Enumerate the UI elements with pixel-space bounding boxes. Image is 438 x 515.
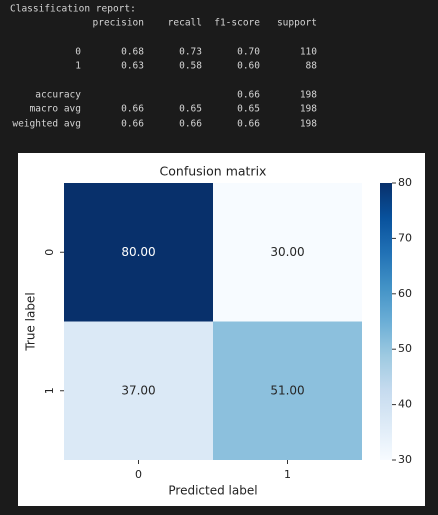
- cell-label: 80.00: [121, 245, 155, 259]
- colorbar-tick-label: 70: [398, 231, 412, 244]
- report-cell: 88: [306, 61, 318, 72]
- report-header: recall: [168, 18, 202, 29]
- cell-label: 37.00: [121, 383, 155, 397]
- report-cell: 0.65: [179, 104, 202, 115]
- heatmap-cell: [64, 183, 213, 322]
- x-tick-label: 1: [284, 468, 291, 481]
- colorbar-tick-label: 40: [398, 398, 412, 411]
- report-cell: 198: [300, 104, 317, 115]
- chart-title: Confusion matrix: [160, 164, 267, 179]
- y-axis-label: True label: [24, 292, 38, 351]
- report-cell: 198: [300, 90, 317, 101]
- report-cell: 0.68: [121, 47, 144, 58]
- report-cell: 0.66: [179, 119, 202, 130]
- colorbar: [380, 183, 392, 460]
- report-cell: 0.65: [237, 104, 260, 115]
- heatmap-cell: [64, 321, 213, 460]
- report-row-label: accuracy: [35, 90, 81, 101]
- colorbar-tick-label: 30: [398, 453, 412, 466]
- report-cell: 0.60: [237, 61, 260, 72]
- cell-label: 30.00: [270, 245, 304, 259]
- x-axis-label: Predicted label: [168, 484, 257, 498]
- report-cell: 0.66: [237, 90, 260, 101]
- report-header: support: [277, 18, 317, 29]
- report-cell: 0.73: [179, 47, 202, 58]
- colorbar-tick-label: 80: [398, 176, 412, 189]
- report-row-label: weighted avg: [12, 119, 81, 130]
- report-cell: 0.63: [121, 61, 144, 72]
- heatmap-cell: [213, 321, 362, 460]
- y-tick-label: 0: [43, 249, 56, 256]
- heatmap-cell: [213, 183, 362, 322]
- report-row-label: 0: [75, 47, 81, 58]
- report-row-label: macro avg: [30, 104, 81, 115]
- report-row-label: 1: [75, 61, 81, 72]
- report-cell: 198: [300, 119, 317, 130]
- report-title: Classification report:: [10, 4, 136, 15]
- cell-label: 51.00: [270, 383, 304, 397]
- report-cell: 110: [300, 47, 317, 58]
- report-cell: 0.58: [179, 61, 202, 72]
- report-cell: 0.66: [121, 104, 144, 115]
- x-tick-label: 0: [135, 468, 142, 481]
- report-cell: 0.70: [237, 47, 260, 58]
- report-cell: 0.66: [237, 119, 260, 130]
- colorbar-tick-label: 50: [398, 342, 412, 355]
- report-header: f1-score: [214, 18, 260, 29]
- colorbar-tick-label: 60: [398, 287, 412, 300]
- report-header: precision: [93, 18, 144, 29]
- report-cell: 0.66: [121, 119, 144, 130]
- y-tick-label: 1: [43, 387, 56, 394]
